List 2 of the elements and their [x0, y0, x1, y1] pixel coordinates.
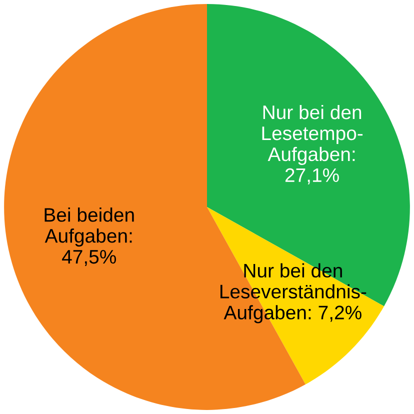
- slice-label: Nur bei den Lesetempo- Aufgaben: 27,1%: [262, 104, 363, 184]
- slice-label: Bei beiden Aufgaben: 47,5%: [44, 208, 134, 266]
